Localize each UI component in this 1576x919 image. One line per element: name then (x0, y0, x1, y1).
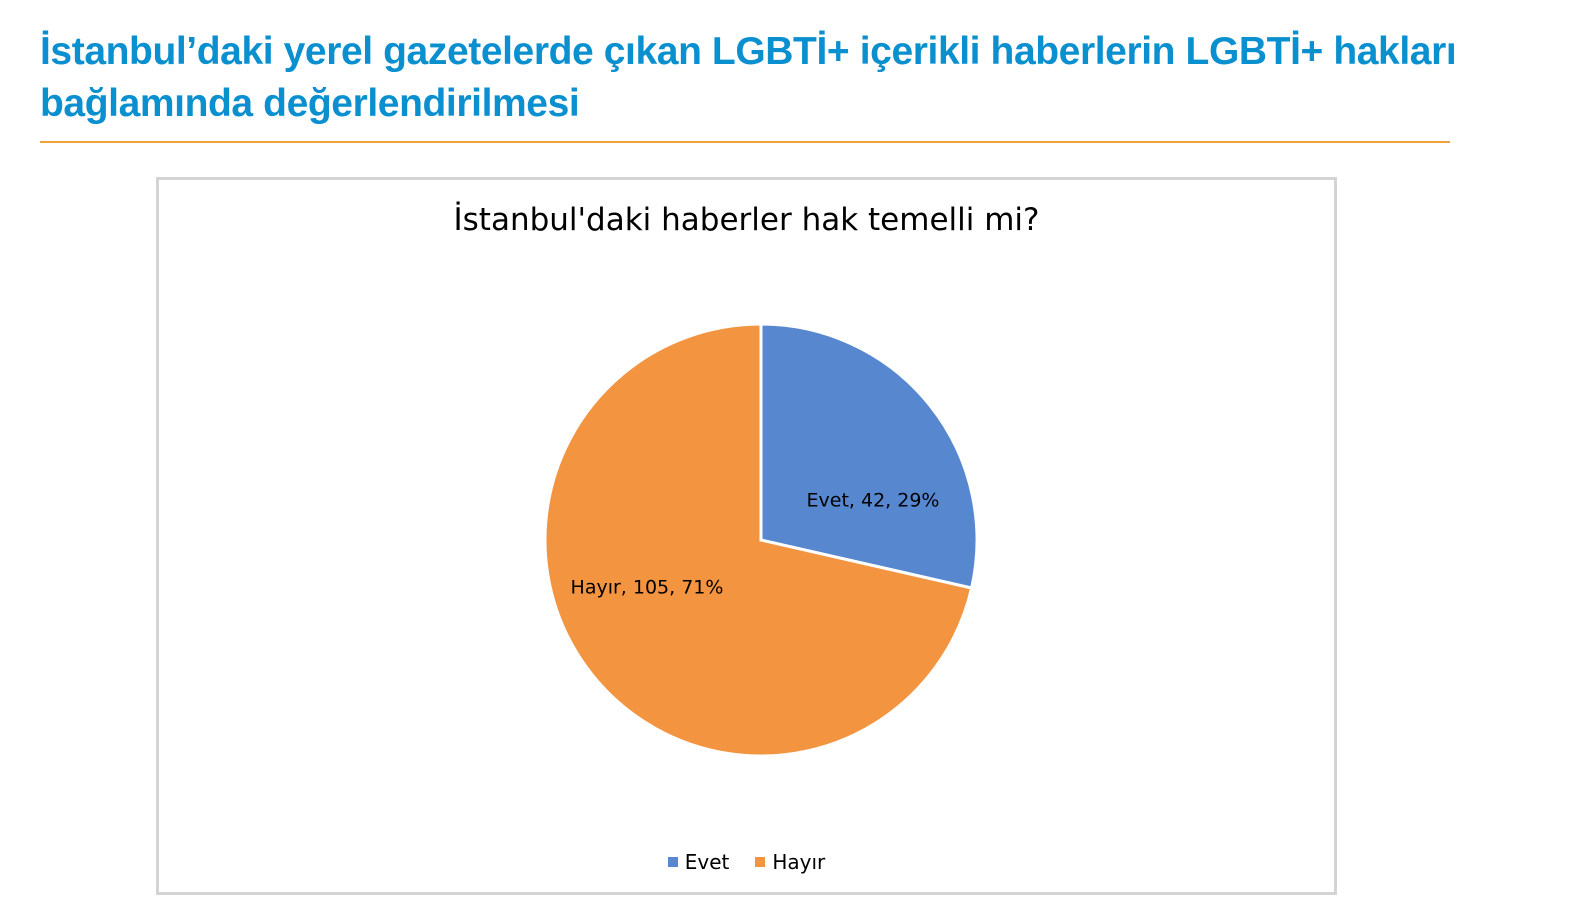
pie-slice-evet (759, 322, 979, 590)
heading-divider (40, 141, 1450, 143)
pie-slice-hayir (543, 322, 974, 758)
page-title: İstanbul’daki yerel gazetelerde çıkan LG… (40, 30, 1457, 125)
legend-label-hayir: Hayır (772, 850, 826, 874)
data-label-evet: Evet, 42, 29% (807, 490, 940, 512)
pie-chart: Evet, 42, 29% Hayır, 105, 71% (543, 322, 979, 758)
legend-swatch-hayir (755, 857, 766, 867)
chart-container: İstanbul'daki haberler hak temelli mi? E… (156, 177, 1337, 895)
legend-swatch-evet (667, 857, 678, 867)
chart-title: İstanbul'daki haberler hak temelli mi? (453, 202, 1040, 238)
data-label-hayir: Hayır, 105, 71% (571, 577, 724, 599)
legend-item-hayir: Hayır (755, 850, 825, 874)
chart-legend: Evet Hayır (159, 850, 1334, 874)
legend-item-evet: Evet (667, 850, 730, 874)
legend-label-evet: Evet (684, 850, 730, 874)
